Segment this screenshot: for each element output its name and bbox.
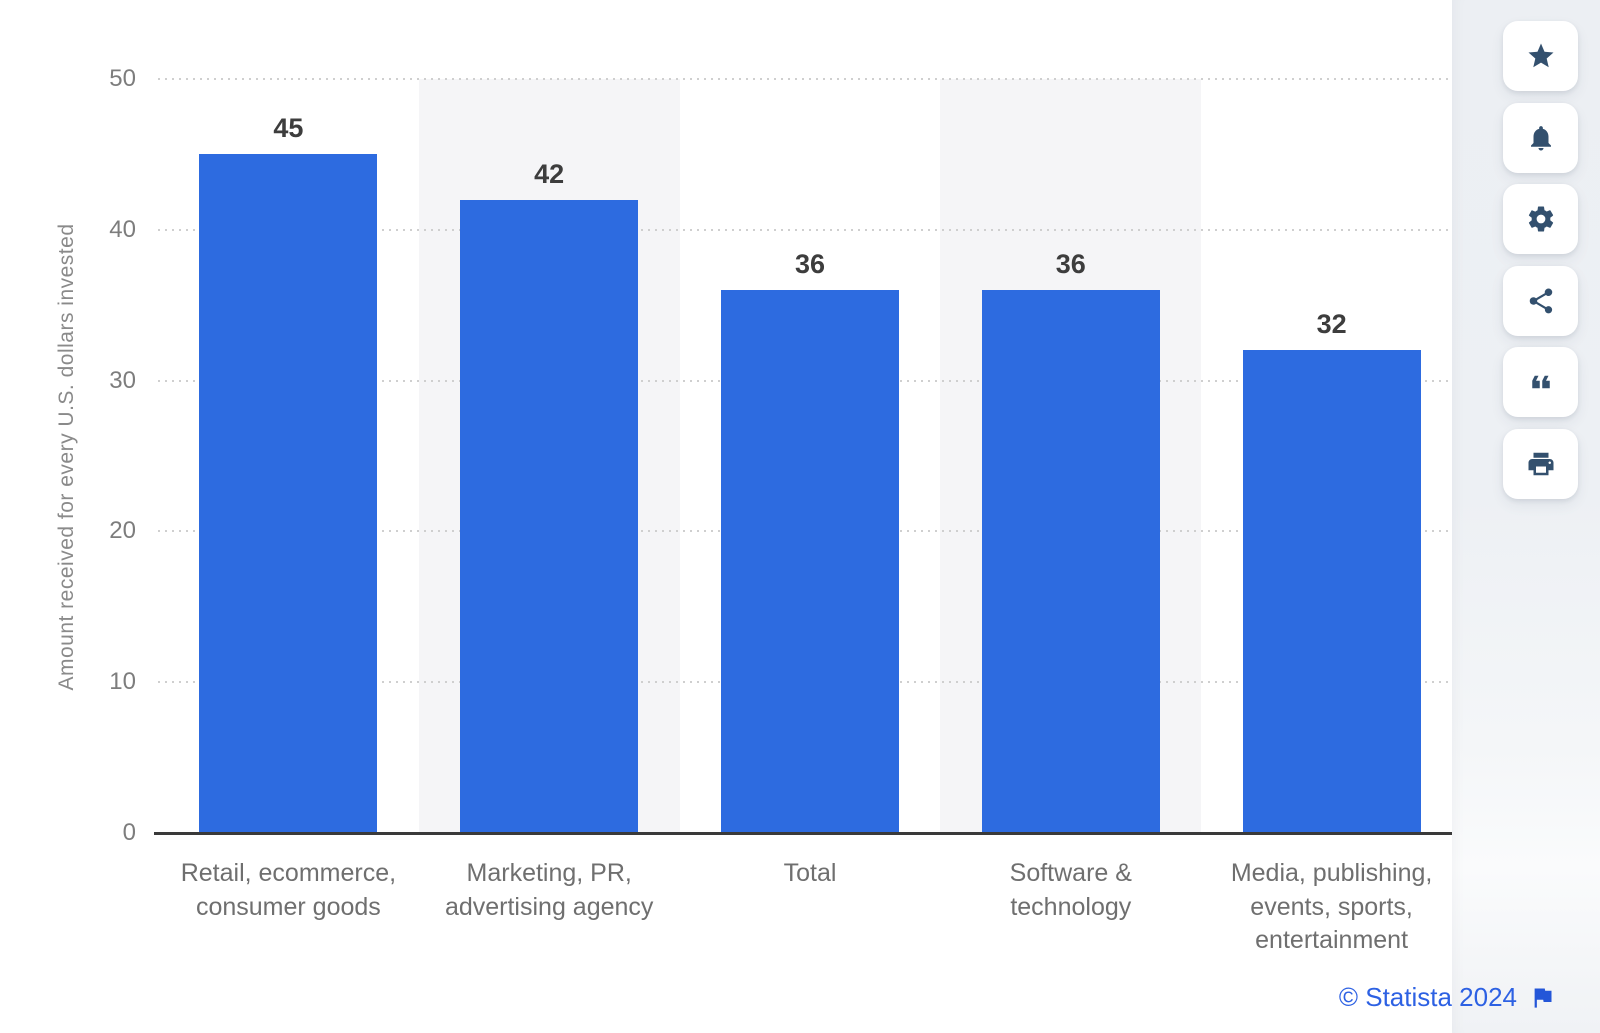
x-axis-line bbox=[154, 832, 1464, 835]
y-axis-title: Amount received for every U.S. dollars i… bbox=[55, 223, 78, 691]
x-category-label: Software & technology bbox=[1009, 859, 1132, 921]
quote-icon bbox=[1531, 375, 1550, 389]
print-icon bbox=[1528, 452, 1553, 475]
notifications-button[interactable] bbox=[1503, 102, 1578, 173]
bar bbox=[199, 154, 378, 833]
y-gridline bbox=[158, 228, 1462, 231]
y-tick-label: 20 bbox=[109, 517, 136, 545]
bar bbox=[460, 199, 639, 833]
y-gridline bbox=[158, 78, 1462, 80]
cite-button[interactable] bbox=[1503, 347, 1578, 417]
gear-icon bbox=[1528, 206, 1553, 232]
favorite-button[interactable] bbox=[1503, 21, 1578, 91]
bell-icon bbox=[1530, 125, 1551, 150]
bar-value-label: 36 bbox=[1055, 249, 1086, 280]
chart-footer: © Statista 2024 bbox=[1339, 982, 1556, 1013]
y-tick-label: 30 bbox=[109, 366, 136, 394]
bar-value-label: 32 bbox=[1316, 309, 1347, 340]
y-tick-label: 0 bbox=[122, 819, 136, 846]
y-tick-label: 10 bbox=[109, 668, 136, 696]
x-category-label: Media, publishing, events, sports, enter… bbox=[1230, 859, 1433, 954]
y-tick-label: 50 bbox=[109, 65, 136, 92]
bar-value-label: 42 bbox=[534, 158, 565, 189]
bar bbox=[721, 290, 899, 833]
y-tick-label: 40 bbox=[109, 215, 136, 243]
bar-value-label: 36 bbox=[794, 249, 826, 280]
share-icon bbox=[1529, 287, 1552, 313]
x-category-label: Retail, ecommerce, consumer goods bbox=[180, 859, 397, 921]
settings-button[interactable] bbox=[1503, 184, 1578, 254]
x-category-label: Total bbox=[783, 859, 837, 887]
share-button[interactable] bbox=[1503, 265, 1578, 336]
x-category-label: Marketing, PR, advertising agency bbox=[444, 859, 654, 921]
statista-copyright-link[interactable]: © Statista 2024 bbox=[1338, 982, 1517, 1012]
flag-icon[interactable] bbox=[1529, 984, 1556, 1011]
bar bbox=[981, 290, 1160, 833]
bar bbox=[1242, 350, 1421, 833]
print-button[interactable] bbox=[1503, 428, 1578, 499]
star-icon bbox=[1528, 43, 1553, 68]
bar-value-label: 45 bbox=[273, 113, 304, 144]
